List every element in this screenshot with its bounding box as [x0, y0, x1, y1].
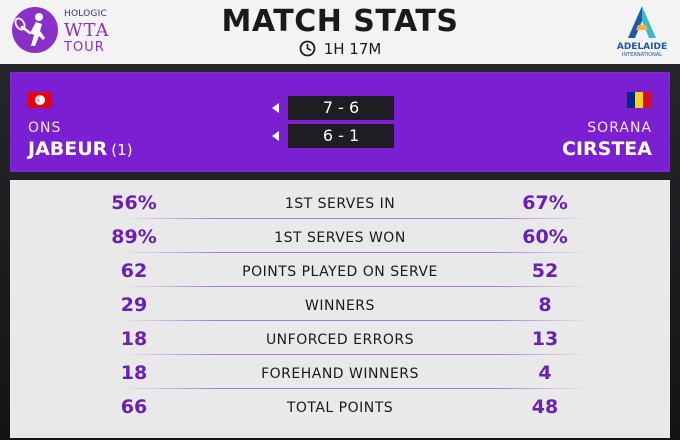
set2-score: 6 - 1: [288, 124, 394, 148]
stat-label: TOTAL POINTS: [286, 400, 394, 416]
row-divider: [120, 320, 590, 321]
match-duration: 1H 17M: [240, 40, 440, 61]
stat-label: POINTS PLAYED ON SERVE: [242, 264, 438, 280]
player2-stat-value: 13: [531, 328, 559, 350]
stat-row-winners: 29 WINNERS 8: [10, 288, 670, 321]
set1-winner-marker-icon: [272, 103, 279, 113]
player2-stat-value: 48: [531, 396, 559, 418]
player1-stat-value: 18: [120, 328, 148, 350]
player1-stat-value: 56%: [111, 192, 157, 214]
player1-stat-value: 89%: [111, 226, 157, 248]
duration-text: 1H 17M: [323, 40, 382, 58]
player1-stat-value: 66: [120, 396, 148, 418]
player2-stat-value: 60%: [522, 226, 568, 248]
set1-score: 7 - 6: [288, 96, 394, 120]
player1-seed: (1): [111, 141, 133, 159]
player2-stat-value: 4: [538, 362, 552, 384]
stat-row-unforced-errors: 18 UNFORCED ERRORS 13: [10, 322, 670, 355]
row-divider: [120, 218, 590, 219]
player2-stat-value: 67%: [522, 192, 568, 214]
wta-player-icon: [12, 7, 58, 53]
scoreboard-panel: ☾ ONS JABEUR (1) 7 - 6 6 - 1 SORANA CIRST…: [10, 72, 670, 172]
stat-label: UNFORCED ERRORS: [265, 332, 415, 348]
stats-table: 56% 1ST SERVES IN 67% 89% 1ST SERVES WON…: [10, 180, 670, 438]
player1-stat-value: 62: [120, 260, 148, 282]
adelaide-a-icon: [628, 6, 656, 38]
player1-surname: JABEUR: [28, 138, 108, 160]
row-divider: [120, 354, 590, 355]
stat-row-points-played-on-serve: 62 POINTS PLAYED ON SERVE 52: [10, 254, 670, 287]
stat-label: WINNERS: [305, 298, 375, 314]
stat-label: FOREHAND WINNERS: [261, 366, 419, 382]
romania-flag-icon: [627, 92, 651, 108]
player1-stat-value: 29: [120, 294, 148, 316]
player1-first-name: ONS: [28, 120, 62, 136]
page-title: MATCH STATS: [221, 4, 459, 39]
row-divider: [120, 286, 590, 287]
stat-row-first-serves-won: 89% 1ST SERVES WON 60%: [10, 220, 670, 253]
tunisia-flag-icon: ☾: [28, 92, 52, 108]
row-divider: [120, 252, 590, 253]
stat-row-first-serves-in: 56% 1ST SERVES IN 67%: [10, 186, 670, 219]
stat-label: 1ST SERVES WON: [274, 230, 406, 246]
player2-last-name: CIRSTEA: [562, 138, 652, 160]
clock-icon: [299, 40, 316, 61]
stat-label: 1ST SERVES IN: [284, 196, 396, 212]
wta-wordmark: WTA: [64, 20, 110, 41]
event-subtitle: INTERNATIONAL: [621, 52, 663, 58]
sponsor-text: HOLOGIC: [64, 9, 107, 19]
header-bar: HOLOGIC WTA TOUR MATCH STATS 1H 17M ADEL…: [0, 0, 680, 64]
event-name: ADELAIDE: [616, 42, 668, 52]
row-divider: [120, 388, 590, 389]
stat-row-forehand-winners: 18 FOREHAND WINNERS 4: [10, 356, 670, 389]
wta-logo: HOLOGIC WTA TOUR: [12, 6, 122, 56]
stat-row-total-points: 66 TOTAL POINTS 48: [10, 390, 670, 423]
player2-stat-value: 8: [538, 294, 552, 316]
player1-stat-value: 18: [120, 362, 148, 384]
adelaide-logo: ADELAIDE INTERNATIONAL: [610, 4, 674, 60]
player2-stat-value: 52: [531, 260, 559, 282]
player2-first-name: SORANA: [587, 120, 652, 136]
player1-last-name: JABEUR (1): [28, 138, 133, 160]
tour-wordmark: TOUR: [64, 40, 105, 55]
set2-winner-marker-icon: [272, 131, 279, 141]
